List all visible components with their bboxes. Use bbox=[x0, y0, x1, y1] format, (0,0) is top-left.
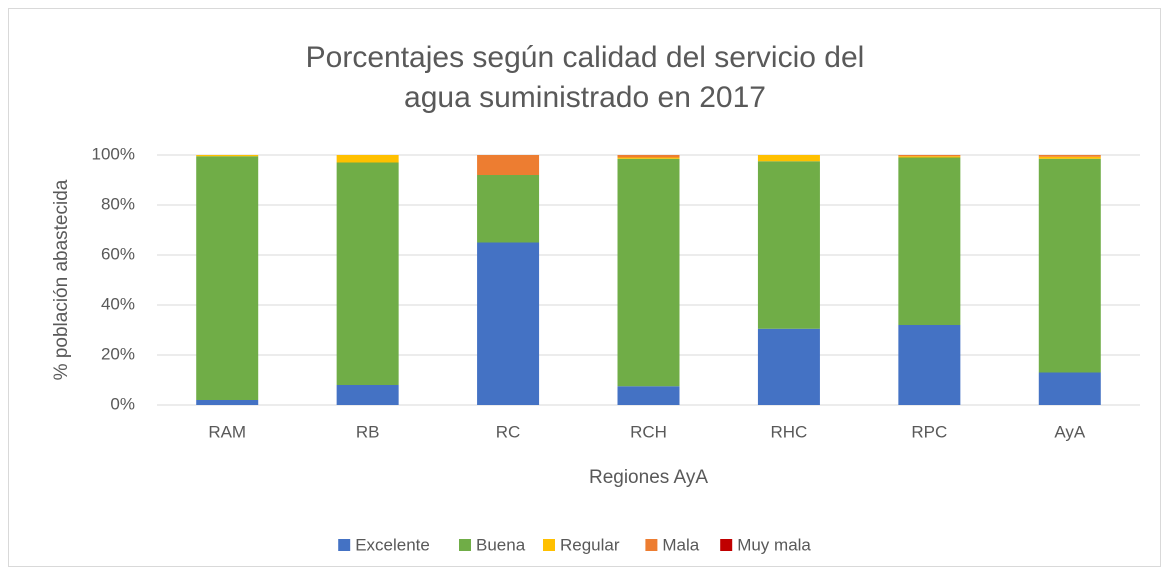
bar-segment bbox=[336, 385, 399, 405]
y-axis-label: % población abastecida bbox=[51, 179, 72, 380]
bar-segment bbox=[477, 242, 540, 405]
legend-swatch bbox=[459, 539, 471, 551]
y-tick-label: 0% bbox=[110, 394, 135, 413]
y-tick-label: 100% bbox=[92, 144, 135, 163]
x-tick-label: RC bbox=[496, 422, 521, 441]
chart-title: Porcentajes según calidad del servicio d… bbox=[305, 41, 865, 114]
x-tick-label: RCH bbox=[630, 422, 667, 441]
bar-segment bbox=[196, 156, 259, 400]
legend-swatch bbox=[338, 539, 351, 551]
bar-segment bbox=[196, 400, 259, 405]
bar-segment bbox=[617, 386, 680, 405]
bar-segment bbox=[898, 155, 961, 157]
bar-segment bbox=[196, 155, 259, 157]
x-tick-label: RPC bbox=[911, 422, 947, 441]
x-tick-label: RAM bbox=[208, 422, 246, 441]
legend-label: Buena bbox=[476, 535, 526, 554]
bar-segment bbox=[757, 328, 820, 405]
y-tick-label: 60% bbox=[101, 244, 135, 263]
bar-segment bbox=[617, 158, 680, 387]
bar-segment bbox=[898, 157, 961, 325]
bar-segment bbox=[898, 156, 961, 158]
y-tick-label: 40% bbox=[101, 294, 135, 313]
bar-segment bbox=[1038, 372, 1101, 405]
legend-label: Regular bbox=[560, 535, 620, 554]
bar-segment bbox=[757, 161, 820, 329]
bar-segment bbox=[1038, 156, 1101, 159]
legend-label: Mala bbox=[662, 535, 699, 554]
bar-segment bbox=[617, 157, 680, 159]
legend-swatch bbox=[720, 539, 733, 551]
y-tick-label: 20% bbox=[101, 344, 135, 363]
legend-label: Excelente bbox=[355, 535, 430, 554]
bar-segment bbox=[1038, 155, 1101, 157]
bar-segment bbox=[617, 155, 680, 158]
x-tick-label: AyA bbox=[1054, 422, 1086, 441]
bar-segment bbox=[336, 155, 399, 163]
x-axis-label: Regiones AyA bbox=[589, 467, 708, 488]
legend-label: Muy mala bbox=[737, 535, 811, 554]
bar-segment bbox=[336, 162, 399, 385]
bar-segment bbox=[898, 325, 961, 405]
legend-swatch bbox=[645, 539, 658, 551]
x-tick-label: RHC bbox=[771, 422, 808, 441]
y-tick-label: 80% bbox=[101, 194, 135, 213]
bar-segment bbox=[1038, 158, 1101, 373]
bar-segment bbox=[477, 155, 540, 175]
bar-segment bbox=[757, 155, 820, 162]
bar-segment bbox=[477, 175, 540, 243]
x-tick-label: RB bbox=[356, 422, 380, 441]
legend-swatch bbox=[543, 539, 555, 551]
